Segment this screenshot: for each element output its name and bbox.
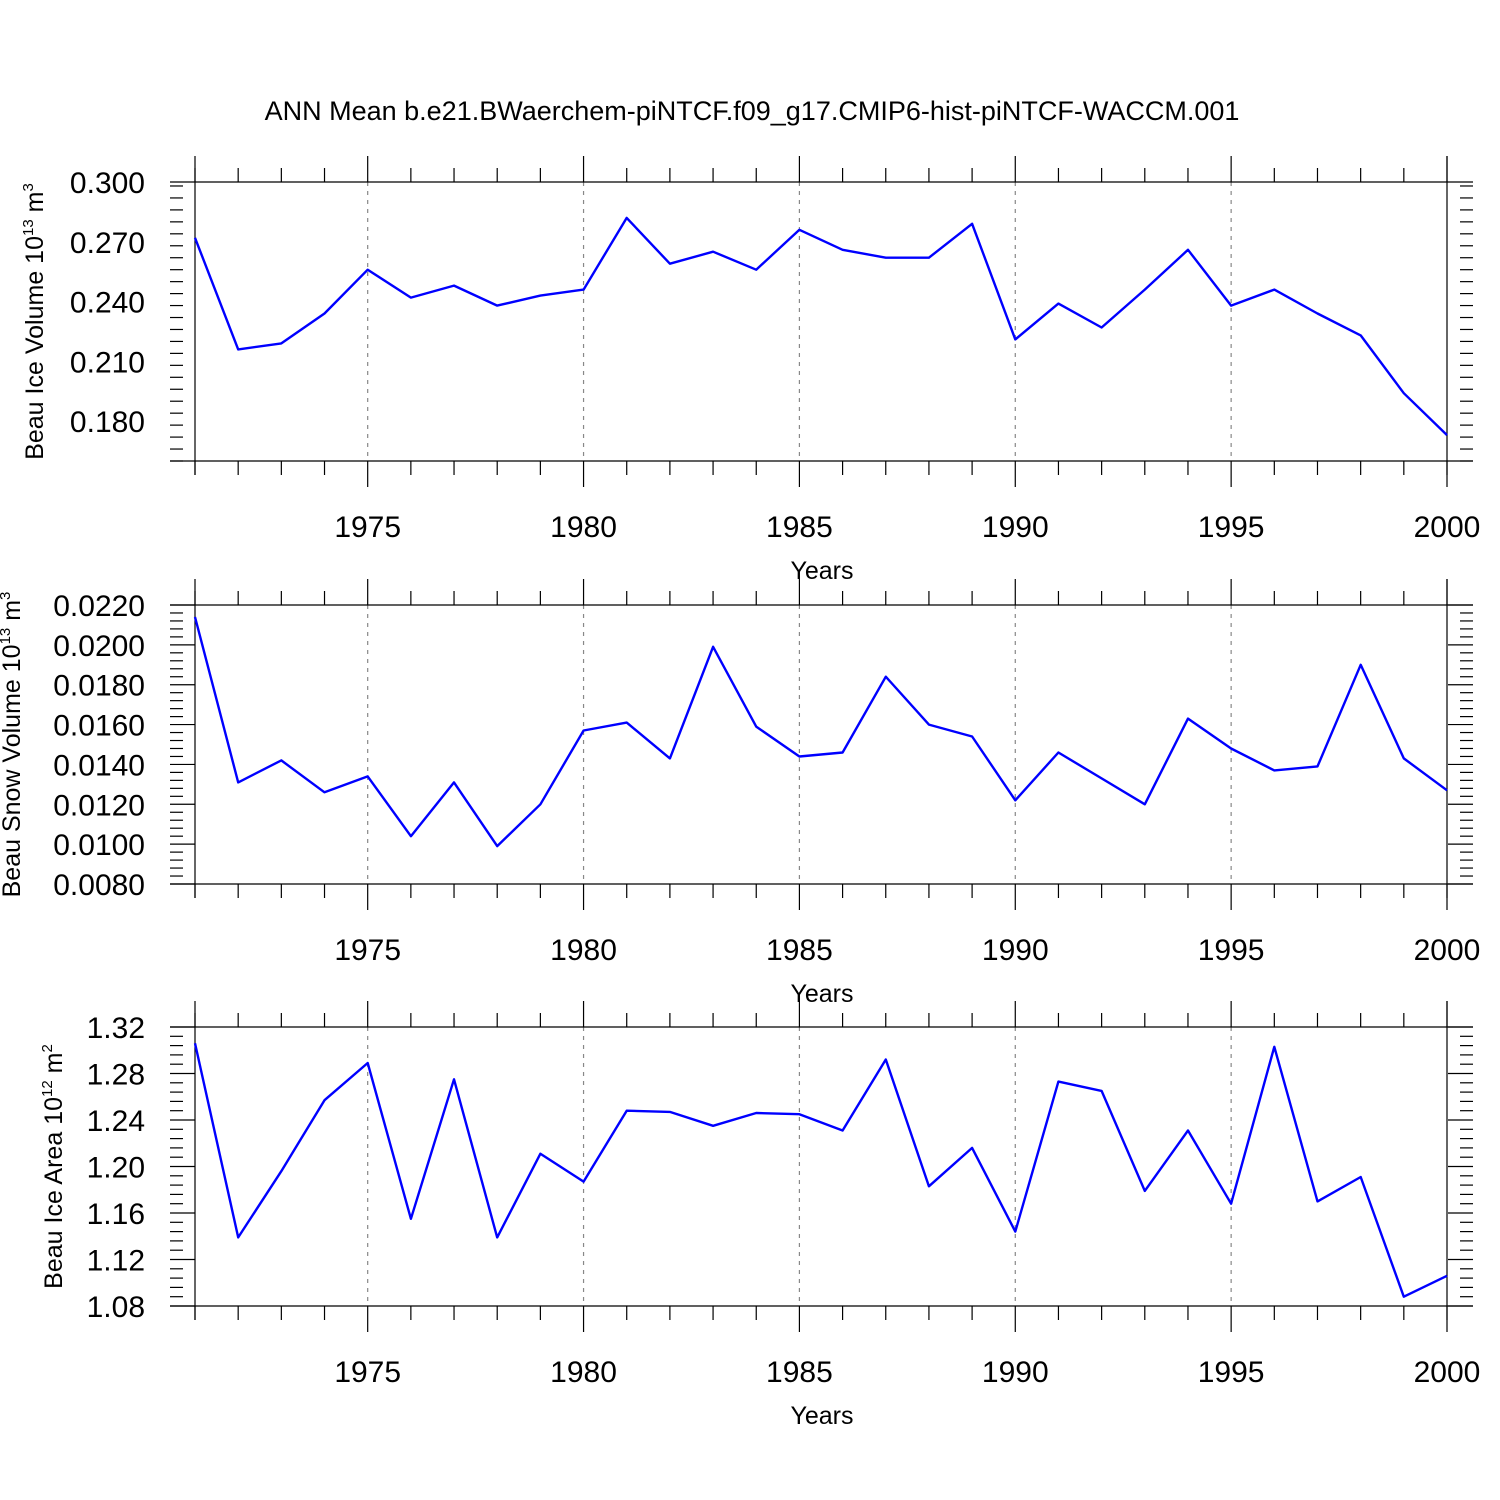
x-tick-label: 1985 [766,934,833,967]
y-tick-label: 0.0140 [53,749,145,782]
y-tick-label: 1.20 [87,1152,145,1185]
y-tick-label: 0.240 [70,287,145,320]
x-tick-label: 1990 [982,1356,1049,1389]
y-tick-label: 0.0160 [53,710,145,743]
y-tick-label: 0.180 [70,406,145,439]
x-tick-label: 1990 [982,511,1049,544]
y-tick-label: 0.0120 [53,789,145,822]
y-tick-label: 1.16 [87,1198,145,1231]
y-tick-label: 0.210 [70,346,145,379]
y-axis-title: Beau Snow Volume 1013 m3 [0,592,26,898]
panel-1: 0.180 0.210 0.240 0.270 0.300 1975 1980 1985 199… [20,156,1480,585]
y-tick-label: 1.32 [87,1012,145,1045]
x-tick-label: 1995 [1198,511,1265,544]
x-tick-label: 1975 [334,1356,401,1389]
x-tick-label: 1985 [766,1356,833,1389]
chart-title: ANN Mean b.e21.BWaerchem-piNTCF.f09_g17.… [265,96,1240,126]
x-tick-label: 1975 [334,934,401,967]
y-axis-title: Beau Ice Area 1012 m2 [39,1044,68,1289]
y-tick-label: 0.0220 [53,590,145,623]
panel-3: 1.08 1.12 1.16 1.20 1.24 1.28 1.32 1975 1980 1985… [39,1001,1480,1430]
x-tick-label: 2000 [1414,1356,1481,1389]
y-axis-title: Beau Ice Volume 1013 m3 [20,183,49,460]
x-tick-label: 1980 [550,1356,617,1389]
x-axis-title: Years [790,980,853,1008]
x-tick-label: 1985 [766,511,833,544]
series-line [193,216,1448,436]
y-tick-label: 0.270 [70,227,145,260]
y-tick-label: 0.0080 [53,869,145,902]
x-axis-title: Years [790,557,853,585]
panel-2: 0.0080 0.0100 0.0120 0.0140 0.0160 0.0180 0.02… [0,579,1480,1008]
x-tick-label: 1995 [1198,1356,1265,1389]
y-tick-label: 0.300 [70,167,145,200]
y-tick-label: 1.24 [87,1105,145,1138]
x-axis-title: Years [790,1402,853,1430]
x-tick-label: 1975 [334,511,401,544]
x-tick-label: 2000 [1414,511,1481,544]
x-tick-label: 1980 [550,511,617,544]
x-tick-label: 1980 [550,934,617,967]
y-tick-label: 1.08 [87,1291,145,1324]
x-tick-label: 2000 [1414,934,1481,967]
x-tick-label: 1990 [982,934,1049,967]
y-tick-label: 0.0100 [53,829,145,862]
y-tick-label: 1.28 [87,1059,145,1092]
y-tick-label: 1.12 [87,1245,145,1278]
y-tick-label: 0.0180 [53,670,145,703]
series-line [193,1043,1448,1298]
y-tick-label: 0.0200 [53,630,145,663]
x-tick-label: 1995 [1198,934,1265,967]
series-line [193,616,1448,848]
